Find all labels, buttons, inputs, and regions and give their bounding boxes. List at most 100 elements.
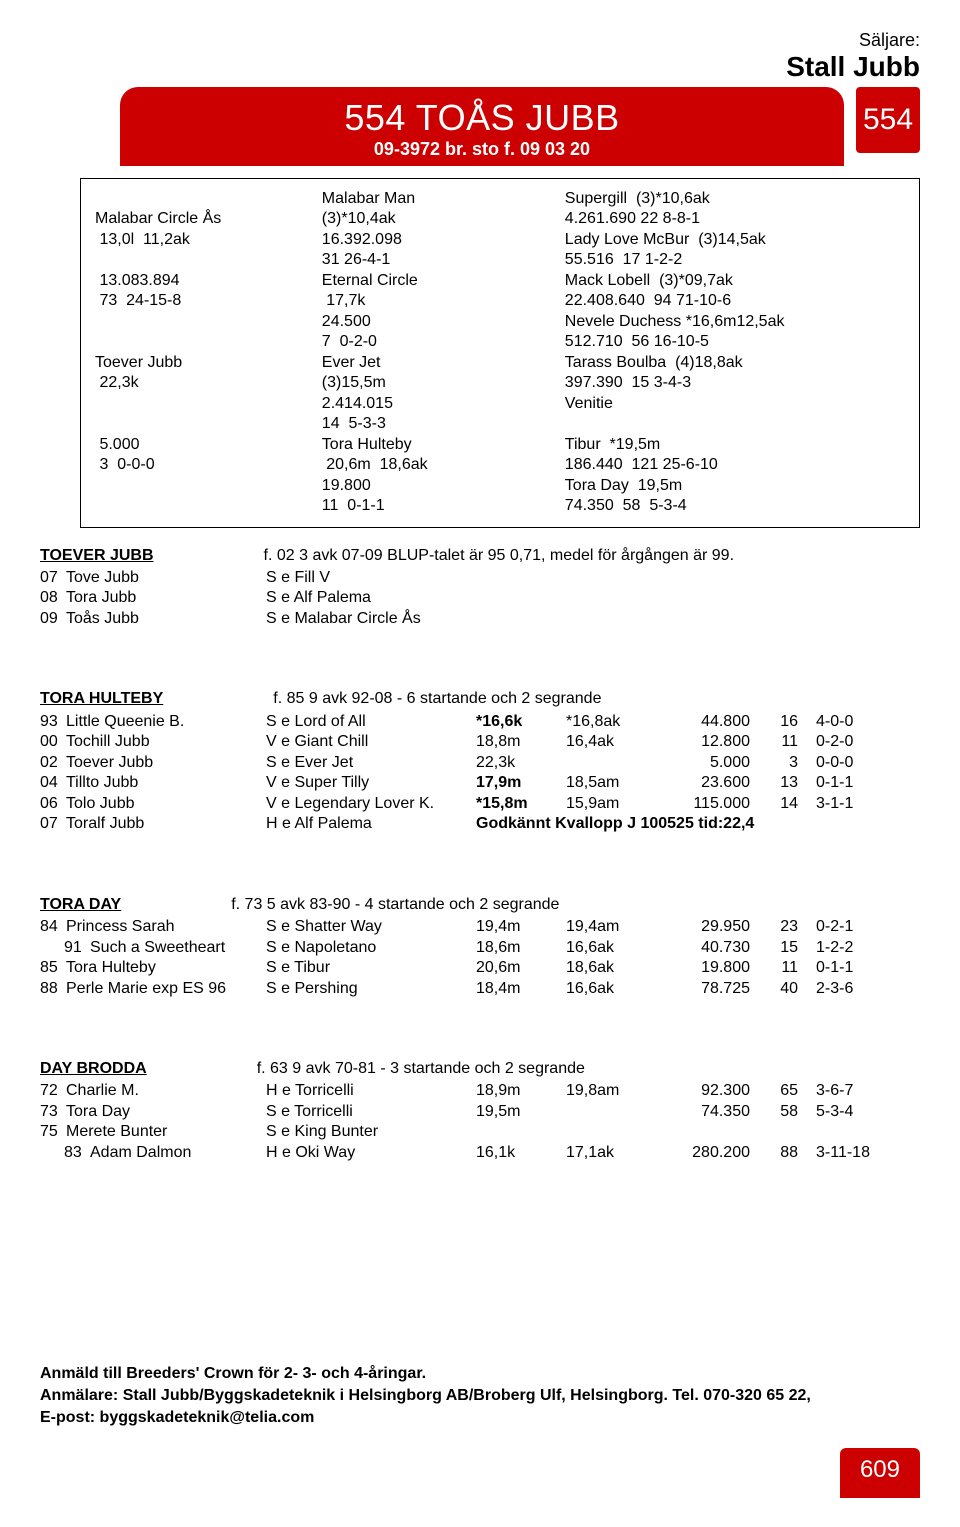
sire: S e Shatter Way — [266, 917, 476, 937]
year: 93 — [40, 712, 66, 732]
record-2 — [566, 1102, 666, 1122]
starts: 16 — [750, 712, 798, 732]
placings: 3-11-18 — [798, 1143, 878, 1163]
earnings — [666, 1122, 750, 1142]
earnings: 280.200 — [666, 1143, 750, 1163]
starts: 58 — [750, 1102, 798, 1122]
record-1 — [476, 568, 566, 588]
year: 04 — [40, 773, 66, 793]
offspring-name: Tillto Jubb — [66, 773, 266, 793]
record-2: 16,4ak — [566, 732, 666, 752]
starts — [750, 568, 798, 588]
pedigree-box: Malabar Circle Ås 13,0l 11,2ak 13.083.89… — [80, 178, 920, 528]
starts: 88 — [750, 1143, 798, 1163]
offspring-row: 02Toever JubbS e Ever Jet22,3k5.00030-0-… — [40, 753, 920, 773]
year: 75 — [40, 1122, 66, 1142]
year: 08 — [40, 588, 66, 608]
placings — [798, 1122, 878, 1142]
earnings: 115.000 — [666, 794, 750, 814]
sire: S e Napoletano — [266, 938, 476, 958]
year: 06 — [40, 794, 66, 814]
offspring-name: Princess Sarah — [66, 917, 266, 937]
earnings: 29.950 — [666, 917, 750, 937]
sire: H e Alf Palema — [266, 814, 476, 834]
earnings: 5.000 — [666, 753, 750, 773]
earnings: 19.800 — [666, 958, 750, 978]
offspring-name: Charlie M. — [66, 1081, 266, 1101]
offspring-name: Toralf Jubb — [66, 814, 266, 834]
starts: 40 — [750, 979, 798, 999]
earnings: 23.600 — [666, 773, 750, 793]
year: 84 — [40, 917, 66, 937]
year: 83 — [64, 1143, 90, 1163]
record-1: 22,3k — [476, 753, 566, 773]
starts — [750, 1122, 798, 1142]
offspring-name: Tora Jubb — [66, 588, 266, 608]
sire: S e Malabar Circle Ås — [266, 609, 476, 629]
offspring-row: 93Little Queenie B.S e Lord of All*16,6k… — [40, 712, 920, 732]
section-summary: f. 02 3 avk 07-09 BLUP-talet är 95 0,71,… — [264, 547, 735, 564]
placings: 3-1-1 — [798, 794, 878, 814]
sire: S e Lord of All — [266, 712, 476, 732]
offspring-row: 06Tolo JubbV e Legendary Lover K.*15,8m1… — [40, 794, 920, 814]
record-1: 18,8m — [476, 732, 566, 752]
page-number: 609 — [840, 1448, 920, 1498]
offspring-row: 83Adam DalmonH e Oki Way16,1k17,1ak280.2… — [40, 1143, 920, 1163]
footer-line-2a: Anmälare: Stall Jubb/Byggskadeteknik i H… — [40, 1385, 920, 1407]
record-1 — [476, 588, 566, 608]
record-2 — [566, 568, 666, 588]
footer-line-2b: E-post: byggskadeteknik@telia.com — [40, 1407, 920, 1429]
record-1 — [476, 1122, 566, 1142]
record-1: 20,6m — [476, 958, 566, 978]
year: 02 — [40, 753, 66, 773]
record-2: *16,8ak — [566, 712, 666, 732]
sire: V e Super Tilly — [266, 773, 476, 793]
record-1: 18,6m — [476, 938, 566, 958]
earnings: 92.300 — [666, 1081, 750, 1101]
record-2: 19,4am — [566, 917, 666, 937]
earnings — [666, 609, 750, 629]
offspring-name: Toås Jubb — [66, 609, 266, 629]
year: 07 — [40, 568, 66, 588]
offspring-row: 84Princess SarahS e Shatter Way19,4m19,4… — [40, 917, 920, 937]
starts: 65 — [750, 1081, 798, 1101]
earnings: 44.800 — [666, 712, 750, 732]
starts: 3 — [750, 753, 798, 773]
offspring-name: Adam Dalmon — [90, 1143, 266, 1163]
offspring-row: 73Tora DayS e Torricelli19,5m74.350585-3… — [40, 1102, 920, 1122]
starts: 23 — [750, 917, 798, 937]
starts: 13 — [750, 773, 798, 793]
starts: 14 — [750, 794, 798, 814]
offspring-name: Such a Sweetheart — [90, 938, 266, 958]
offspring-name: Toever Jubb — [66, 753, 266, 773]
offspring-name: Merete Bunter — [66, 1122, 266, 1142]
record-2: 16,6ak — [566, 979, 666, 999]
record-2: 16,6ak — [566, 938, 666, 958]
offspring-name: Perle Marie exp ES 96 — [66, 979, 266, 999]
section-name: TOEVER JUBB — [40, 547, 154, 564]
sire: V e Giant Chill — [266, 732, 476, 752]
placings: 4-0-0 — [798, 712, 878, 732]
sire: S e Pershing — [266, 979, 476, 999]
record-2: 17,1ak — [566, 1143, 666, 1163]
earnings: 74.350 — [666, 1102, 750, 1122]
record-2: 15,9am — [566, 794, 666, 814]
record-1: 19,4m — [476, 917, 566, 937]
offspring-row: 04Tillto JubbV e Super Tilly17,9m18,5am2… — [40, 773, 920, 793]
placings: 2-3-6 — [798, 979, 878, 999]
section-summary: f. 85 9 avk 92-08 - 6 startande och 2 se… — [273, 690, 601, 707]
offspring-row: 00Tochill JubbV e Giant Chill18,8m16,4ak… — [40, 732, 920, 752]
sire: S e Fill V — [266, 568, 476, 588]
record-1: *16,6k — [476, 712, 566, 732]
section-toever: TOEVER JUBB f. 02 3 avk 07-09 BLUP-talet … — [40, 546, 920, 630]
offspring-name: Tove Jubb — [66, 568, 266, 588]
sire: H e Torricelli — [266, 1081, 476, 1101]
year: 73 — [40, 1102, 66, 1122]
record-2 — [566, 1122, 666, 1142]
earnings — [666, 588, 750, 608]
placings: 0-1-1 — [798, 773, 878, 793]
sire: V e Legendary Lover K. — [266, 794, 476, 814]
year: 88 — [40, 979, 66, 999]
record-1 — [476, 609, 566, 629]
placings — [798, 568, 878, 588]
